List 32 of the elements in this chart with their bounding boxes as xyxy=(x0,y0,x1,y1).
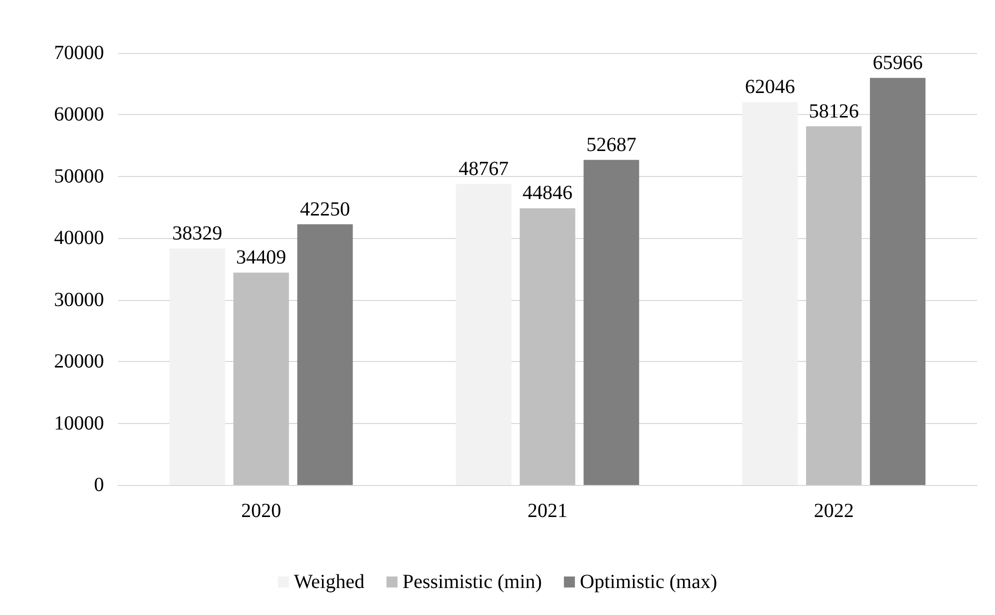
y-tick-label: 60000 xyxy=(54,104,104,126)
legend-label: Optimistic (max) xyxy=(580,571,718,593)
y-tick-label: 30000 xyxy=(54,288,104,311)
x-tick-label: 2021 xyxy=(528,500,568,522)
data-label: 34409 xyxy=(236,246,286,269)
bar xyxy=(806,126,862,485)
bar xyxy=(456,184,512,485)
y-tick-label: 70000 xyxy=(54,42,104,64)
data-label: 44846 xyxy=(522,182,572,204)
data-label: 62046 xyxy=(744,76,795,98)
data-label: 65966 xyxy=(872,52,923,74)
bar xyxy=(584,160,640,485)
bar xyxy=(297,224,353,485)
data-label: 38329 xyxy=(172,222,222,244)
data-label: 58126 xyxy=(808,100,859,122)
y-tick-label: 10000 xyxy=(54,412,104,434)
data-label: 48767 xyxy=(458,158,509,180)
legend-label: Pessimistic (min) xyxy=(402,571,542,593)
bar xyxy=(870,78,926,485)
data-label: 52687 xyxy=(586,134,636,156)
bar xyxy=(170,248,226,485)
y-tick-label: 20000 xyxy=(54,350,104,373)
data-label: 42250 xyxy=(300,198,350,220)
bar xyxy=(520,208,576,485)
y-tick-label: 50000 xyxy=(54,165,104,188)
y-tick-label: 0 xyxy=(94,474,104,496)
y-tick-label: 40000 xyxy=(54,227,104,250)
bar xyxy=(233,272,289,485)
bar xyxy=(742,102,798,485)
legend-label: Weighed xyxy=(294,571,364,593)
x-tick-label: 2020 xyxy=(241,500,282,522)
x-tick-label: 2022 xyxy=(814,500,854,522)
